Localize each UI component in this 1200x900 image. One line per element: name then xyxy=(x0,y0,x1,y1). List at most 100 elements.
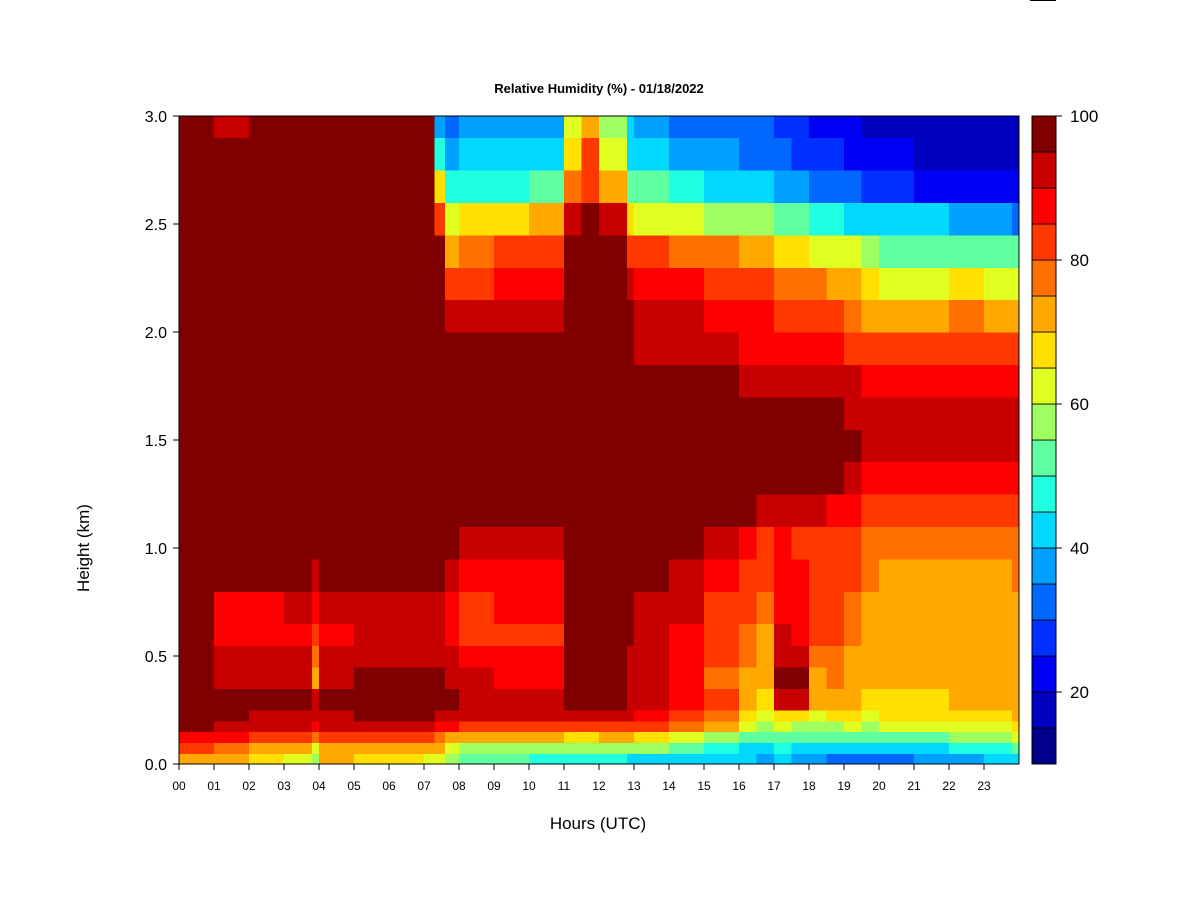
heatmap-cell xyxy=(669,720,705,733)
heatmap-cell xyxy=(914,731,950,743)
heatmap-cell xyxy=(434,396,446,430)
heatmap-cell xyxy=(564,202,583,236)
heatmap-cell xyxy=(861,267,880,301)
heatmap-cell xyxy=(739,688,758,711)
heatmap-cell xyxy=(826,116,845,139)
colorbar-swatch xyxy=(1031,547,1057,585)
heatmap-cell xyxy=(494,688,530,711)
heatmap-cell xyxy=(756,710,775,722)
heatmap-cell xyxy=(494,720,530,733)
heatmap-cell xyxy=(389,720,425,733)
heatmap-cell xyxy=(424,591,436,625)
heatmap-cell xyxy=(844,710,863,722)
heatmap-cell xyxy=(826,645,845,668)
heatmap-cell xyxy=(844,137,863,171)
colorbar-swatch xyxy=(1031,115,1057,153)
heatmap-cell xyxy=(434,494,446,527)
x-tick-label: 08 xyxy=(452,779,466,793)
heatmap-cell xyxy=(581,720,600,733)
heatmap-cell xyxy=(319,623,355,646)
heatmap-cell xyxy=(669,645,705,668)
heatmap-cell xyxy=(774,526,793,560)
heatmap-cell xyxy=(214,396,250,430)
heatmap-cell xyxy=(914,526,950,560)
heatmap-cell xyxy=(319,137,355,171)
heatmap-cell xyxy=(581,299,600,333)
heatmap-cell xyxy=(634,116,670,139)
y-tick-label: 2.0 xyxy=(145,325,167,342)
heatmap-cell xyxy=(1012,645,1019,668)
heatmap-cell xyxy=(826,364,845,398)
heatmap-cell xyxy=(634,623,670,646)
heatmap-cell xyxy=(669,267,705,301)
heatmap-cell xyxy=(389,116,425,117)
heatmap-cell xyxy=(434,170,446,203)
heatmap-cell xyxy=(627,332,635,365)
heatmap-cell xyxy=(704,364,740,398)
heatmap-cell xyxy=(581,591,600,625)
heatmap-cell xyxy=(389,116,425,139)
heatmap-cell xyxy=(214,137,250,171)
heatmap-cell xyxy=(434,364,446,398)
heatmap-cell xyxy=(826,234,845,268)
heatmap-cell xyxy=(984,720,1013,733)
heatmap-cell xyxy=(389,526,425,560)
heatmap-cell xyxy=(529,299,565,333)
heatmap-cell xyxy=(879,461,915,495)
heatmap-cell xyxy=(179,688,215,711)
heatmap-cell xyxy=(284,116,313,139)
heatmap-cell xyxy=(826,494,845,527)
heatmap-cell xyxy=(284,429,313,463)
heatmap-cell xyxy=(669,234,705,268)
heatmap-cell xyxy=(179,202,215,236)
heatmap-cell xyxy=(739,720,758,733)
y-tick-label: 3.0 xyxy=(145,109,167,126)
heatmap-cell xyxy=(319,170,355,203)
heatmap-cell xyxy=(949,494,985,527)
heatmap-cell xyxy=(354,429,390,463)
heatmap-cell xyxy=(809,558,828,592)
heatmap-cell xyxy=(634,666,670,689)
heatmap-cell xyxy=(599,332,628,365)
heatmap-cell xyxy=(494,116,530,139)
heatmap-cell xyxy=(249,364,285,398)
heatmap-cell xyxy=(826,710,845,722)
heatmap-cell xyxy=(634,494,670,527)
heatmap-cell xyxy=(704,494,740,527)
heatmap-cell xyxy=(529,526,565,560)
heatmap-cell xyxy=(354,494,390,527)
heatmap-cell xyxy=(774,666,793,689)
heatmap-cell xyxy=(599,494,628,527)
heatmap-cell xyxy=(1012,742,1019,754)
heatmap-cell xyxy=(704,116,740,117)
heatmap-cell xyxy=(774,558,793,592)
heatmap-cell xyxy=(445,710,460,722)
heatmap-cell xyxy=(914,558,950,592)
heatmap-cell xyxy=(861,720,880,733)
heatmap-cell xyxy=(249,137,285,171)
heatmap-cell xyxy=(494,731,530,743)
heatmap-cell xyxy=(756,396,775,430)
heatmap-cell xyxy=(844,299,863,333)
heatmap-cell xyxy=(319,666,355,689)
heatmap-cell xyxy=(319,299,355,333)
heatmap-cell xyxy=(564,710,583,722)
heatmap-cell xyxy=(445,396,460,430)
heatmap-cell xyxy=(669,116,705,117)
colorbar-tick-label: 20 xyxy=(1070,683,1089,702)
heatmap-cell xyxy=(319,116,355,139)
heatmap-cell xyxy=(1012,116,1019,117)
heatmap-cell xyxy=(424,720,436,733)
heatmap-cell xyxy=(756,494,775,527)
heatmap-cell xyxy=(529,591,565,625)
heatmap-cell xyxy=(756,666,775,689)
heatmap-cell xyxy=(826,202,845,236)
heatmap-cell xyxy=(634,170,670,203)
heatmap-cell xyxy=(627,688,635,711)
heatmap-cell xyxy=(249,623,285,646)
heatmap-cell xyxy=(756,753,775,764)
heatmap-cell xyxy=(739,731,758,743)
heatmap-cell xyxy=(249,429,285,463)
heatmap-cell xyxy=(669,494,705,527)
heatmap-cell xyxy=(844,170,863,203)
